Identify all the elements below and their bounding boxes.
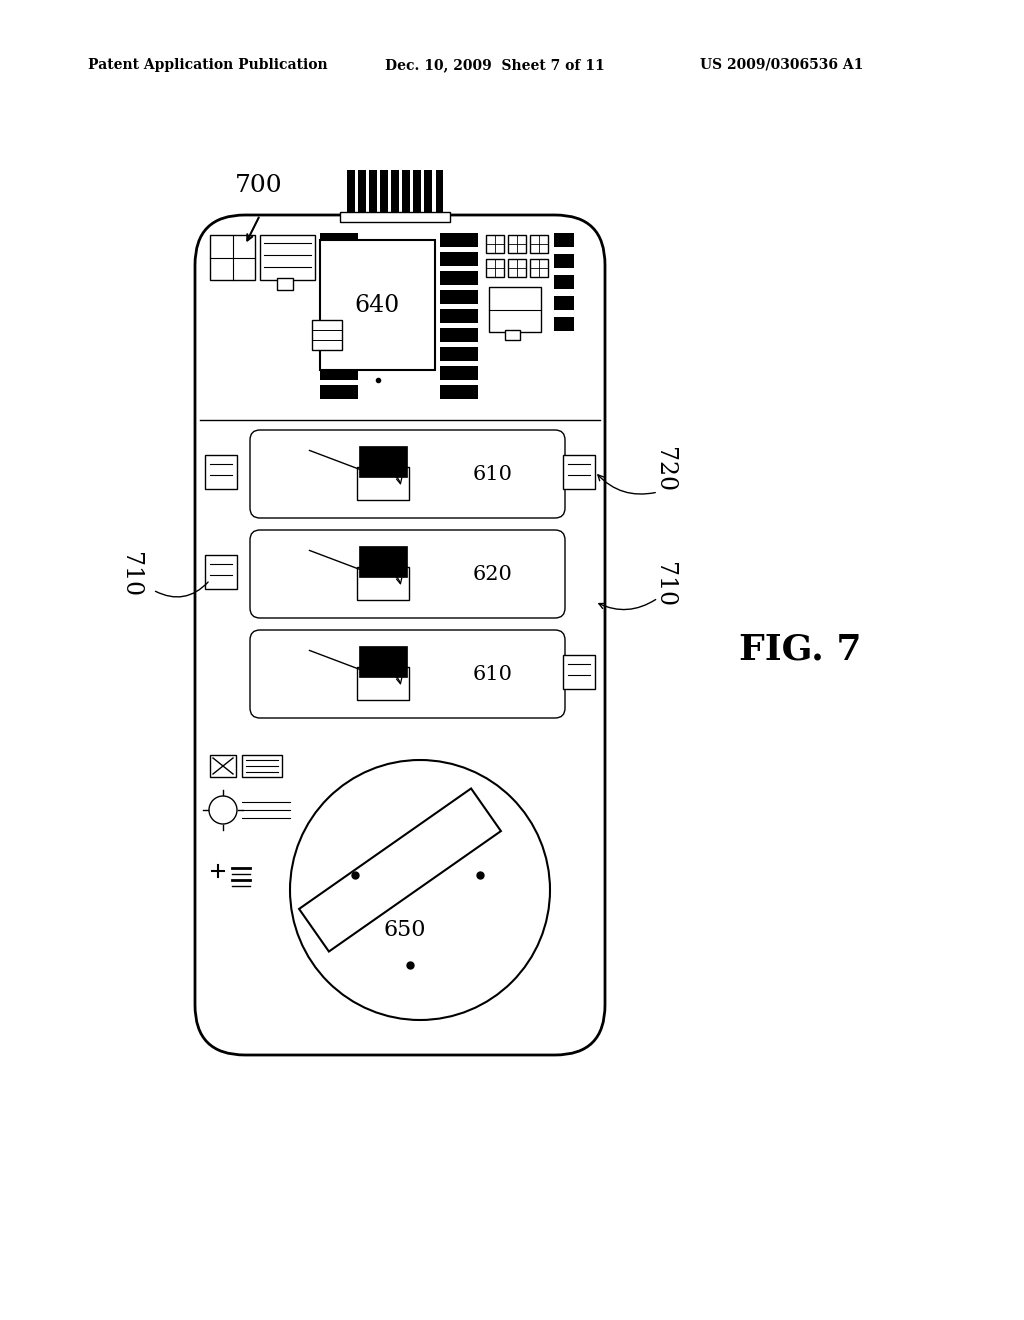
Bar [319, 252, 358, 267]
Bar [319, 240, 435, 370]
FancyBboxPatch shape [250, 531, 565, 618]
Bar [402, 170, 411, 218]
Bar [369, 170, 377, 218]
Text: 610: 610 [472, 465, 513, 483]
Bar [260, 235, 315, 280]
Circle shape [209, 796, 237, 824]
Bar [440, 290, 478, 304]
Text: 710: 710 [119, 553, 141, 598]
Bar [357, 667, 410, 700]
Text: Patent Application Publication: Patent Application Publication [88, 58, 328, 73]
Bar [319, 347, 358, 360]
Bar [414, 170, 421, 218]
Bar [359, 645, 408, 677]
Bar [319, 309, 358, 323]
Bar [489, 286, 541, 333]
Bar [440, 347, 478, 360]
FancyBboxPatch shape [250, 630, 565, 718]
Bar [424, 170, 432, 218]
Bar [205, 554, 237, 589]
Text: US 2009/0306536 A1: US 2009/0306536 A1 [700, 58, 863, 73]
Bar [440, 309, 478, 323]
Text: 710: 710 [653, 562, 677, 607]
Text: 610: 610 [472, 664, 513, 684]
Bar [359, 446, 408, 477]
Bar [359, 546, 408, 577]
Bar [554, 253, 574, 268]
Bar [554, 317, 574, 331]
Bar [440, 252, 478, 267]
Text: 700: 700 [234, 173, 283, 197]
Bar [554, 296, 574, 310]
Bar [319, 234, 358, 247]
Bar [554, 275, 574, 289]
Bar [319, 271, 358, 285]
Bar [435, 170, 443, 218]
Bar [299, 788, 501, 952]
Text: 650: 650 [384, 919, 426, 941]
Bar [440, 327, 478, 342]
Text: FIG. 7: FIG. 7 [738, 634, 861, 667]
Bar [554, 234, 574, 247]
Bar [312, 319, 342, 350]
Bar [440, 234, 478, 247]
Bar [276, 279, 293, 290]
Bar [440, 366, 478, 380]
Bar [210, 755, 236, 777]
Bar [486, 235, 504, 253]
Bar [530, 235, 548, 253]
Text: 640: 640 [355, 293, 400, 317]
Bar [319, 366, 358, 380]
Bar [357, 170, 366, 218]
Circle shape [290, 760, 550, 1020]
Bar [205, 454, 237, 488]
Bar [563, 655, 595, 689]
Bar [486, 259, 504, 277]
Bar [340, 213, 450, 222]
Bar [563, 454, 595, 488]
Text: 720: 720 [653, 447, 677, 492]
Bar [508, 235, 526, 253]
Bar [242, 755, 282, 777]
Bar [210, 235, 255, 280]
Bar [391, 170, 399, 218]
Bar [440, 385, 478, 399]
Bar [357, 566, 410, 599]
Bar [347, 170, 354, 218]
Bar [319, 290, 358, 304]
Bar [380, 170, 388, 218]
FancyBboxPatch shape [195, 215, 605, 1055]
Bar [508, 259, 526, 277]
FancyBboxPatch shape [250, 430, 565, 517]
Text: 620: 620 [473, 565, 512, 583]
Bar [319, 327, 358, 342]
Bar [530, 259, 548, 277]
Bar [319, 385, 358, 399]
Bar [440, 271, 478, 285]
Bar [357, 467, 410, 500]
Text: Dec. 10, 2009  Sheet 7 of 11: Dec. 10, 2009 Sheet 7 of 11 [385, 58, 605, 73]
Bar [505, 330, 520, 341]
